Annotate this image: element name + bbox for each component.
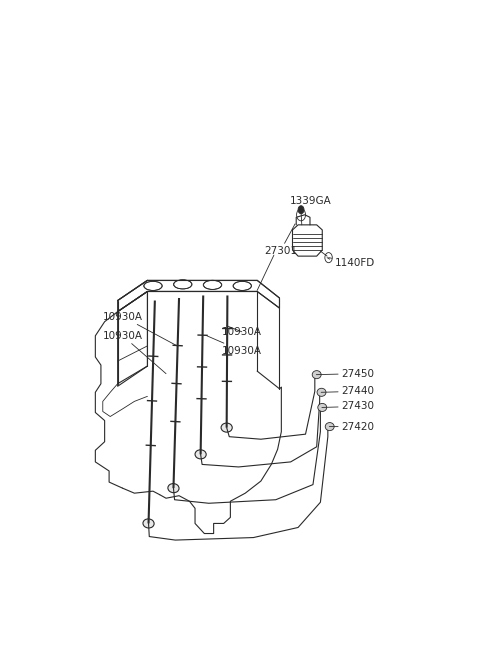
Ellipse shape (221, 423, 232, 432)
Text: 10930A: 10930A (207, 336, 262, 356)
Circle shape (298, 206, 304, 214)
Ellipse shape (317, 388, 326, 396)
Text: 27440: 27440 (321, 386, 374, 396)
Ellipse shape (318, 403, 327, 411)
Text: 1339GA: 1339GA (290, 196, 332, 210)
Text: 10930A: 10930A (222, 326, 262, 337)
Ellipse shape (312, 371, 321, 379)
Text: 27450: 27450 (316, 369, 374, 379)
Text: 27301: 27301 (264, 224, 297, 256)
Text: 27430: 27430 (322, 402, 374, 411)
Text: 1140FD: 1140FD (329, 257, 375, 268)
Ellipse shape (325, 422, 334, 430)
Text: 10930A: 10930A (103, 331, 166, 373)
Text: 27420: 27420 (329, 422, 374, 432)
Ellipse shape (195, 450, 206, 459)
Ellipse shape (168, 483, 179, 493)
Text: 10930A: 10930A (103, 312, 177, 346)
Ellipse shape (143, 519, 154, 528)
